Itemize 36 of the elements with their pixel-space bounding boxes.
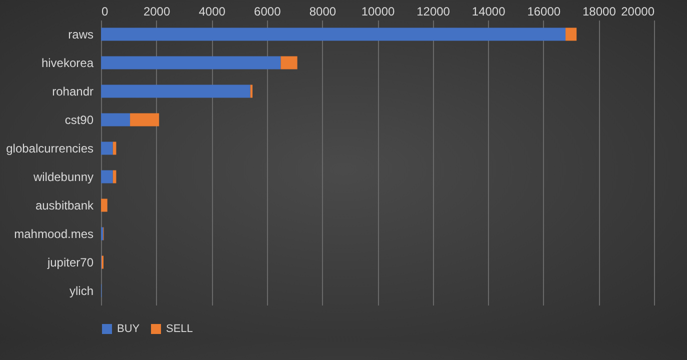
x-tick-label: 18000 (582, 4, 616, 18)
x-tick-label: 4000 (198, 4, 226, 18)
y-tick-label: hivekorea (41, 56, 94, 70)
x-tick-label: 6000 (254, 4, 282, 18)
y-tick-label: cst90 (64, 112, 94, 127)
bar (101, 113, 130, 126)
x-tick-label: 2000 (143, 4, 170, 18)
legend-label: SELL (166, 323, 193, 335)
bar (101, 28, 566, 41)
bar (566, 28, 577, 41)
bar (112, 142, 116, 155)
x-tick-label: 10000 (361, 4, 396, 18)
x-tick-label: 14000 (472, 4, 506, 18)
y-tick-label: mahmood.mes (14, 226, 94, 241)
bar (250, 84, 253, 98)
bar (280, 56, 298, 70)
bar (101, 84, 250, 98)
x-tick-label: 16000 (527, 4, 561, 18)
y-tick-label: ausbitbank (35, 198, 94, 212)
bar (112, 170, 116, 184)
bar (101, 56, 281, 70)
y-tick-label: globalcurrencies (6, 141, 94, 156)
x-tick-label: 8000 (309, 4, 336, 18)
y-tick-label: ylich (69, 284, 94, 298)
x-tick-label: 12000 (416, 4, 450, 18)
x-tick-label: 0 (102, 4, 108, 18)
y-tick-label: wildebunny (32, 170, 94, 184)
bar (101, 198, 108, 212)
bar (101, 170, 113, 184)
y-tick-label: rohandr (52, 84, 94, 98)
y-tick-label: jupiter70 (46, 255, 94, 270)
x-tick-label: 20000 (621, 4, 655, 18)
bar (101, 142, 113, 155)
y-tick-label: raws (68, 27, 94, 42)
legend-label: BUY (117, 323, 140, 335)
bar (130, 113, 160, 126)
